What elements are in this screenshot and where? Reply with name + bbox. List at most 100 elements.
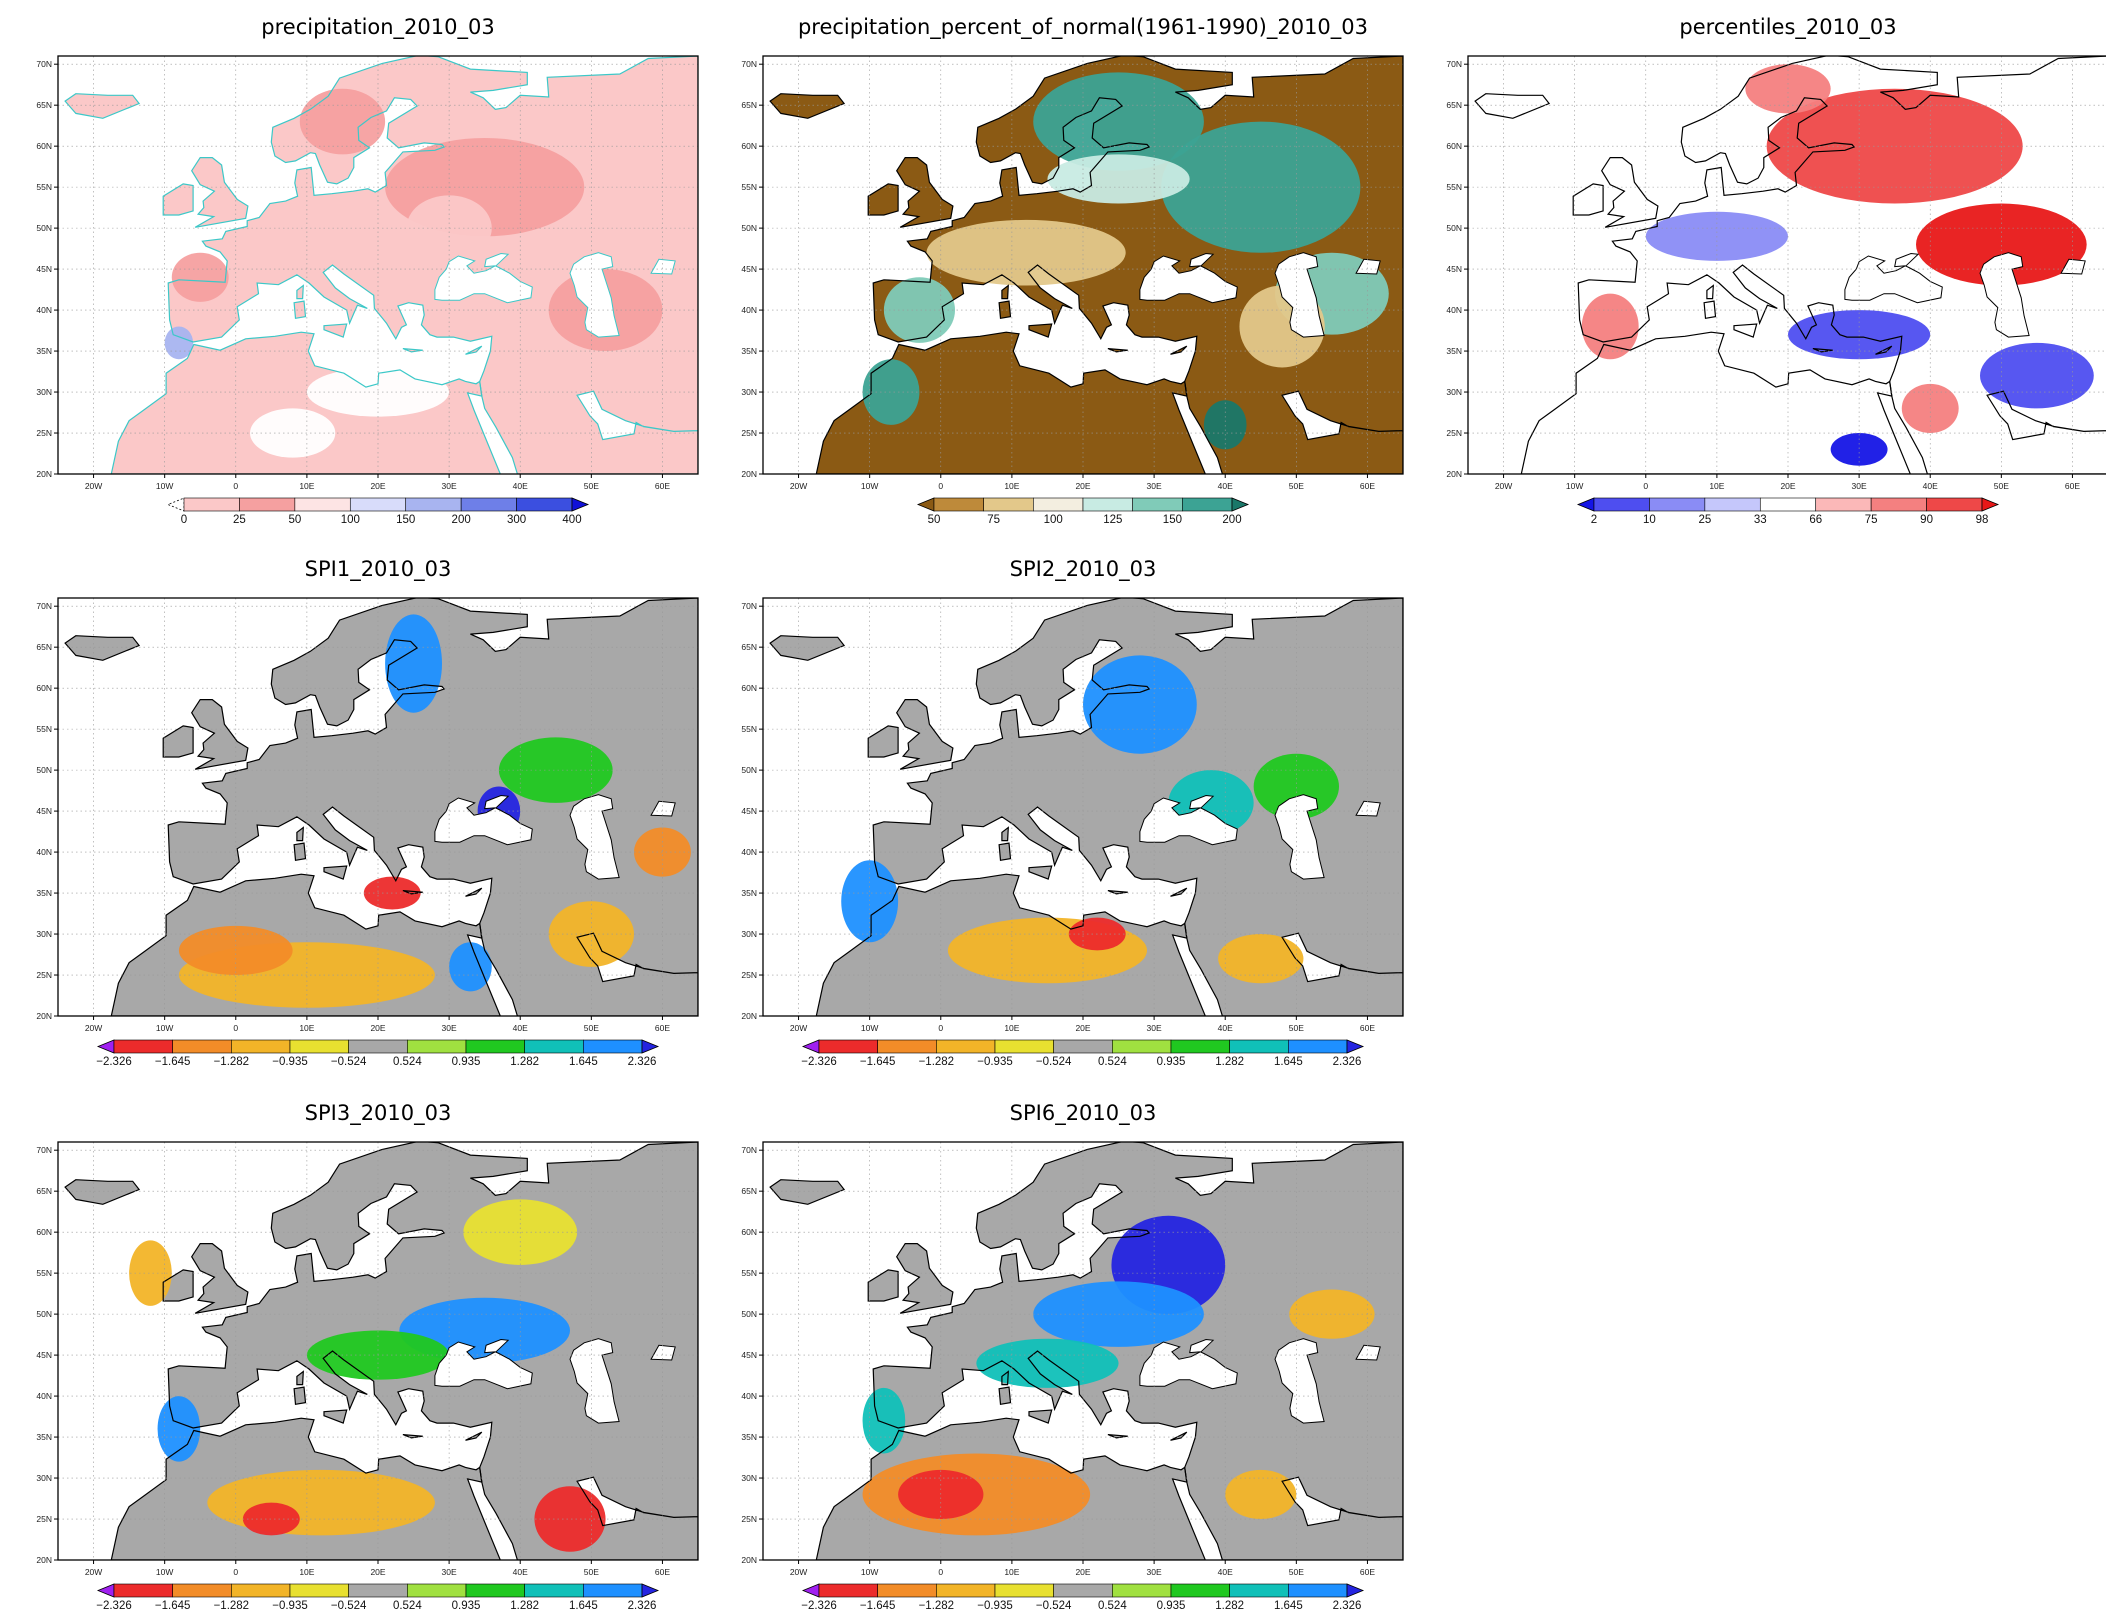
colorbar-segment: [1033, 497, 1084, 512]
lon-tick-label: 10E: [1004, 481, 1019, 491]
lon-tick-label: 30E: [1147, 1023, 1162, 1033]
colorbar-label: 98: [1976, 514, 1989, 526]
coastline: [1107, 1434, 1128, 1439]
colorbar-label: 2.326: [628, 1056, 657, 1068]
lon-tick-label: 20W: [85, 1023, 102, 1033]
lon-tick-label: 10E: [299, 481, 314, 491]
lon-tick-label: 20E: [1075, 1567, 1090, 1577]
coastline: [769, 93, 846, 119]
land-mass: [191, 1243, 248, 1314]
colorbar-segment: [465, 1039, 525, 1054]
lat-tick-label: 50N: [741, 765, 757, 775]
coastline: [769, 1179, 846, 1205]
lon-tick-label: 10E: [299, 1567, 314, 1577]
colorbar-label: −0.524: [1036, 1600, 1072, 1612]
lat-tick-label: 30N: [741, 387, 757, 397]
colorbar-label: −2.326: [96, 1056, 132, 1068]
lon-tick-label: 20E: [1075, 1023, 1090, 1033]
colorbar-label: −1.282: [214, 1600, 250, 1612]
anomaly-patch: [1788, 310, 1931, 360]
colorbar-label: 75: [1865, 514, 1878, 526]
coastline: [872, 56, 1403, 474]
lat-tick-label: 45N: [1446, 264, 1462, 274]
lat-tick-label: 35N: [741, 1432, 757, 1442]
land-mass: [1001, 827, 1009, 841]
panel-spi6: SPI6_2010_03 70N 65N 60N 55N 50N 45N 40N 35N 30N 2…: [725, 1101, 1405, 1624]
colorbar-label: −0.935: [272, 1056, 308, 1068]
inland-sea: [569, 794, 620, 880]
anomaly-patch: [242, 1502, 300, 1536]
lon-tick-label: 50E: [584, 1567, 599, 1577]
lat-tick-label: 30N: [36, 1473, 52, 1483]
lat-tick-label: 20N: [1446, 469, 1462, 479]
lat-tick-label: 70N: [741, 59, 757, 69]
coastline: [815, 873, 1206, 1016]
lat-tick-label: 55N: [36, 724, 52, 734]
lat-tick-label: 65N: [741, 100, 757, 110]
colorbar-label: −1.645: [860, 1056, 896, 1068]
lat-tick-label: 25N: [741, 1514, 757, 1524]
land-mass: [999, 843, 1011, 861]
land-mass: [191, 157, 248, 228]
lat-tick-label: 55N: [741, 724, 757, 734]
lat-tick-label: 40N: [741, 305, 757, 315]
colorbar-segment: [172, 1583, 232, 1598]
colorbar-segment: [349, 497, 407, 512]
inland-sea: [1139, 255, 1238, 304]
anomaly-patch: [129, 1240, 172, 1306]
land-mass: [816, 332, 1206, 474]
colorbar-segment: [1170, 1583, 1230, 1598]
lat-tick-label: 20N: [36, 1555, 52, 1565]
colorbar-label: 150: [396, 514, 415, 526]
colorbar-segment: [1926, 497, 1983, 512]
lat-tick-label: 55N: [36, 1268, 52, 1278]
panel-spi1: SPI1_2010_03 70N 65N 60N 55N 50N 45N 40N 35N 30N 2…: [20, 557, 700, 1080]
colorbar-segment: [524, 1039, 584, 1054]
colorbar-segment: [183, 497, 240, 512]
map-precip: precipitation_2010_03 70N 65N 60N 55N 50N 45N 4…: [36, 15, 699, 526]
lat-tick-label: 35N: [741, 346, 757, 356]
lon-tick-label: 30E: [442, 1567, 457, 1577]
coastline: [1572, 183, 1604, 216]
colorbar-label: 90: [1920, 514, 1933, 526]
lon-tick-label: 20W: [790, 1023, 807, 1033]
inland-sea: [1355, 258, 1381, 275]
lat-tick-label: 35N: [36, 888, 52, 898]
colorbar-segment: [994, 1039, 1054, 1054]
coastline: [1706, 284, 1714, 300]
inland-sea: [1355, 800, 1381, 817]
colorbar-segment: [1170, 1039, 1230, 1054]
colorbar-segment: [1593, 497, 1650, 512]
coastline: [190, 699, 249, 770]
anomaly-patch: [1225, 1469, 1297, 1520]
land-mass: [324, 1410, 347, 1424]
colorbar-segment: [933, 497, 984, 512]
lon-tick-label: 60E: [655, 1023, 670, 1033]
anomaly-patch: [1830, 433, 1888, 466]
coastline: [323, 865, 348, 880]
colorbar-segment: [1815, 497, 1872, 512]
colorbar-label: 150: [1163, 514, 1182, 526]
colorbar-segment: [1082, 497, 1133, 512]
colorbar-segment: [936, 1039, 996, 1054]
colorbar-segment: [516, 497, 573, 512]
colorbar-segment: [1870, 497, 1927, 512]
colorbar-segment: [460, 497, 517, 512]
anomaly-patch: [385, 614, 442, 713]
coastline: [1812, 348, 1833, 353]
colorbar-label: 0.524: [1098, 1056, 1127, 1068]
lat-tick-label: 30N: [741, 1473, 757, 1483]
lon-tick-label: 50E: [1289, 1023, 1304, 1033]
lat-tick-label: 35N: [741, 888, 757, 898]
lat-tick-label: 20N: [741, 1011, 757, 1021]
colorbar-segment: [231, 1039, 291, 1054]
lat-tick-label: 30N: [1446, 387, 1462, 397]
lat-tick-label: 65N: [741, 642, 757, 652]
panel-precipitation: precipitation_2010_03 70N 65N 60N 55N 50N 45N 4…: [20, 15, 700, 538]
anomaly-patch: [862, 359, 920, 425]
land-mass: [1521, 332, 1911, 474]
colorbar-label: −0.935: [977, 1600, 1013, 1612]
anomaly-patch: [1161, 121, 1361, 253]
lat-tick-label: 20N: [741, 469, 757, 479]
colorbar-label: 100: [1044, 514, 1063, 526]
